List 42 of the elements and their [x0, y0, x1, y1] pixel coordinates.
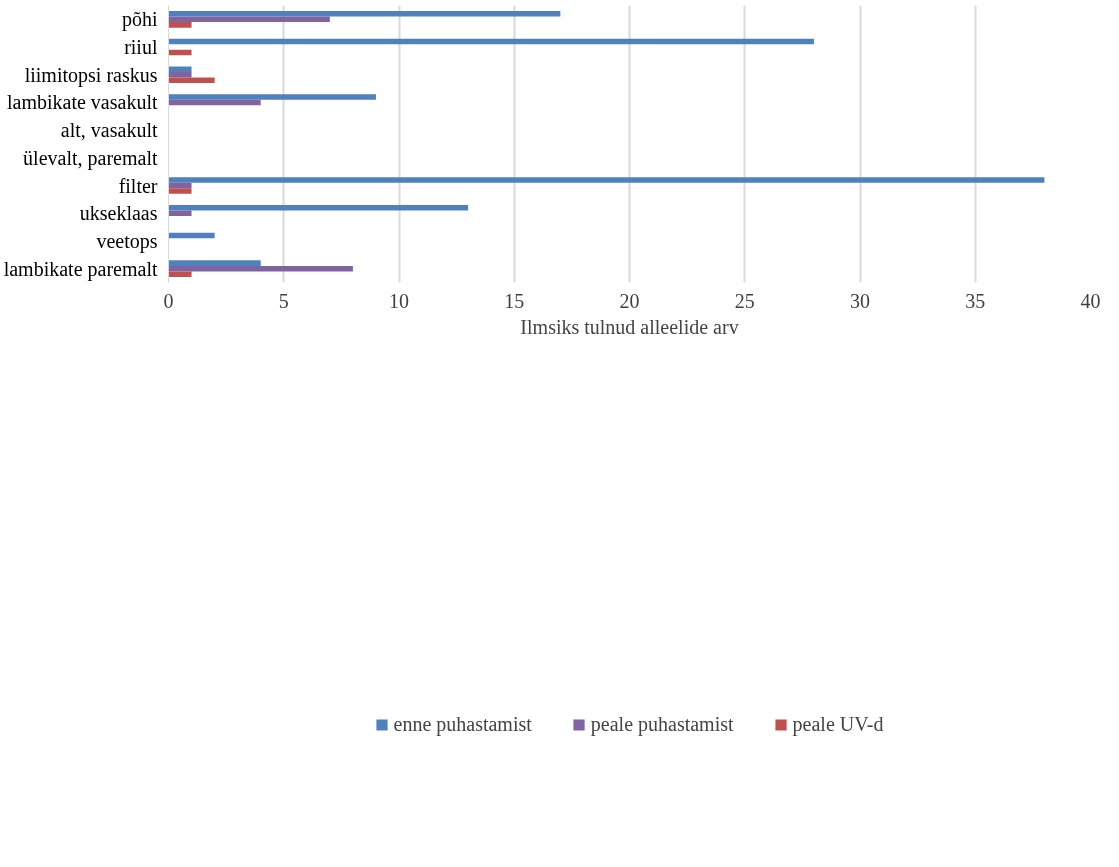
legend-label: enne puhastamist	[393, 712, 532, 736]
bar	[168, 204, 469, 211]
bar	[168, 210, 192, 217]
x-tick-label: 0	[163, 289, 174, 312]
bar	[168, 11, 561, 17]
x-tick-label: 5	[278, 289, 289, 312]
y-tick-label: lambikate vasakult	[6, 91, 158, 114]
legend-label: peale UV-d	[792, 712, 884, 736]
bar	[168, 99, 261, 106]
bar	[168, 271, 192, 277]
y-tick-label: veetops	[96, 229, 158, 253]
bar	[168, 22, 192, 28]
legend-label: peale puhastamist	[590, 712, 734, 736]
bar	[168, 177, 1045, 183]
bar	[168, 182, 192, 189]
y-tick-label: riiul	[124, 36, 158, 59]
bar	[168, 260, 261, 266]
bar	[168, 16, 330, 23]
x-tick-label: 15	[504, 289, 525, 312]
x-tick-label: 40	[1080, 289, 1101, 312]
bar	[168, 94, 376, 100]
y-tick-label: alt, vasakult	[60, 119, 158, 142]
x-tick-label: 10	[389, 289, 409, 312]
x-tick-label: 20	[619, 289, 640, 312]
x-tick-label: 30	[850, 289, 870, 312]
y-tick-label: ülevalt, paremalt	[23, 146, 158, 170]
bar	[168, 232, 215, 239]
bar	[168, 71, 192, 78]
y-tick-label: liimitopsi raskus	[24, 63, 158, 87]
y-tick-label: põhi	[121, 8, 158, 32]
y-tick-label: ukseklaas	[79, 202, 158, 225]
bar	[168, 265, 353, 272]
bar	[168, 77, 215, 84]
y-tick-label: lambikate paremalt	[3, 257, 158, 281]
bar	[168, 49, 192, 56]
y-tick-label: filter	[118, 174, 158, 197]
x-axis-title: Ilmsiks tulnud alleelide arv	[520, 315, 739, 338]
bar	[168, 66, 192, 72]
bar	[168, 188, 192, 194]
x-tick-label: 25	[734, 289, 755, 312]
x-tick-label: 35	[965, 289, 986, 312]
bar	[168, 38, 814, 45]
